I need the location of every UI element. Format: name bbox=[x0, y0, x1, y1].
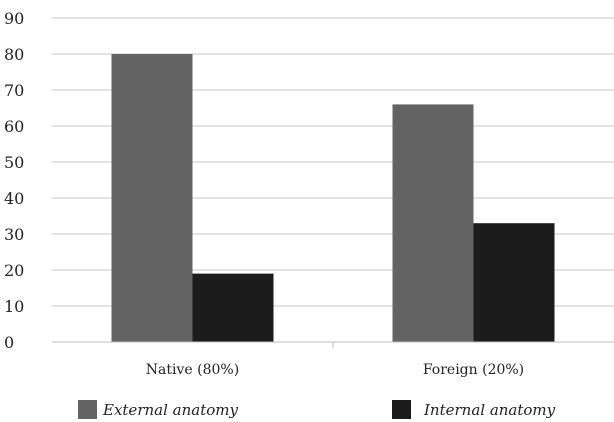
y-tick-label: 30 bbox=[4, 225, 24, 244]
y-tick-label: 10 bbox=[4, 297, 24, 316]
y-tick-label: 80 bbox=[4, 45, 24, 64]
bar-internal-anatomy-0 bbox=[192, 273, 274, 342]
y-tick-label: 50 bbox=[4, 153, 24, 172]
legend-label: External anatomy bbox=[102, 401, 238, 419]
x-tick-label: Foreign (20%) bbox=[423, 362, 524, 378]
bar-internal-anatomy-1 bbox=[473, 223, 555, 342]
y-tick-label: 70 bbox=[4, 81, 24, 100]
bars bbox=[111, 54, 555, 343]
bar-external-anatomy-0 bbox=[111, 54, 193, 342]
legend-label: Internal anatomy bbox=[423, 401, 556, 419]
y-axis-ticks: 0 10 20 30 40 50 60 70 80 90 bbox=[4, 9, 24, 352]
y-tick-label: 0 bbox=[4, 333, 14, 352]
y-tick-label: 20 bbox=[4, 261, 24, 280]
y-tick-label: 60 bbox=[4, 117, 24, 136]
x-axis-ticks: Native (80%) Foreign (20%) bbox=[146, 342, 524, 378]
legend-swatch bbox=[78, 400, 97, 419]
y-tick-label: 40 bbox=[4, 189, 24, 208]
bar-external-anatomy-1 bbox=[392, 104, 474, 343]
legend-swatch bbox=[392, 400, 411, 419]
x-tick-label: Native (80%) bbox=[146, 362, 239, 378]
legend: External anatomy Internal anatomy bbox=[78, 400, 556, 419]
y-tick-label: 90 bbox=[4, 9, 24, 28]
